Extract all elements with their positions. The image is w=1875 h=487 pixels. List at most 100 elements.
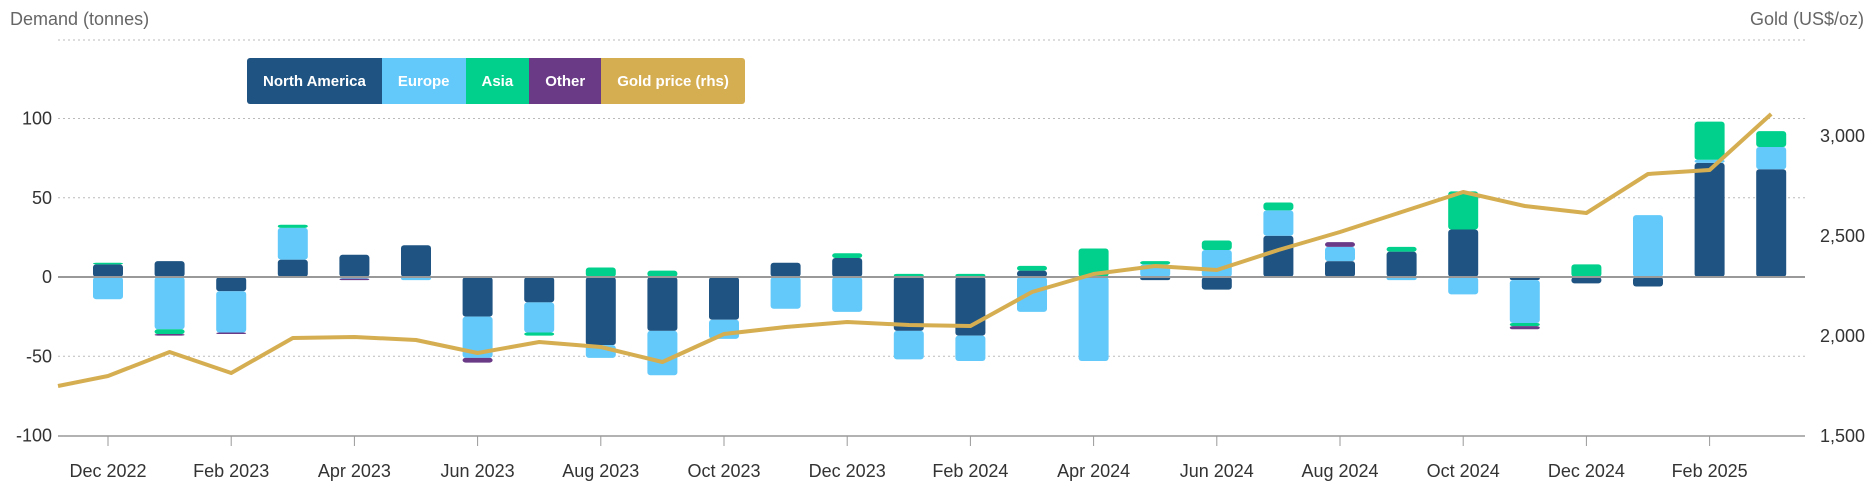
bar-segment-europe [1201, 250, 1232, 277]
y-left-tick-label: 50 [32, 188, 52, 208]
bar-segment-north-america [709, 277, 739, 320]
bar-segment-asia [585, 267, 616, 277]
bar-segment-north-america [893, 277, 924, 331]
bar-segment-asia [832, 253, 863, 258]
x-tick-label: Feb 2025 [1672, 461, 1748, 481]
legend-item-europe[interactable]: Europe [381, 58, 466, 104]
bar-segment-europe [647, 330, 678, 376]
bar-group [401, 245, 431, 281]
bar-segment-asia [1263, 202, 1294, 211]
bar-group [277, 224, 308, 277]
y-left-tick-label: -100 [16, 426, 52, 446]
line-layer [57, 112, 1773, 388]
bar-group [93, 262, 123, 300]
legend-item-other[interactable]: Other [529, 58, 602, 104]
bar-segment-europe [277, 227, 308, 260]
bar-group [1694, 121, 1725, 277]
bar-segment-asia [1017, 265, 1047, 271]
bar-segment-asia [1571, 264, 1602, 277]
bar-group [1448, 191, 1479, 295]
bar-segment-asia [1448, 191, 1479, 230]
bar-segment-asia [1386, 246, 1417, 252]
bar-segment-other [1509, 326, 1540, 330]
right-axis-title: Gold (US$/oz) [1750, 9, 1864, 29]
bar-group [216, 277, 247, 335]
bar-group [955, 273, 986, 362]
legend-item-north-america[interactable]: North America [247, 58, 382, 104]
bar-segment-north-america [1263, 235, 1294, 277]
y-left-tick-label: -50 [26, 346, 52, 366]
bar-group [154, 261, 185, 336]
legend-item-asia[interactable]: Asia [465, 58, 530, 104]
bar-group [893, 273, 924, 360]
bar-group [1325, 242, 1355, 277]
bar-segment-europe [1633, 215, 1663, 277]
bar-group [1386, 246, 1417, 281]
bar-layer [58, 121, 1805, 376]
x-tick-label: Jun 2024 [1180, 461, 1254, 481]
bar-segment-north-america [524, 277, 555, 303]
x-tick-label: Dec 2023 [809, 461, 886, 481]
bar-segment-asia [154, 329, 185, 335]
bar-segment-europe [832, 277, 863, 312]
y-right-tick-label: 2,500 [1820, 226, 1865, 246]
bar-segment-europe [154, 277, 185, 330]
bar-segment-asia [1509, 322, 1540, 327]
bar-segment-europe [1078, 277, 1109, 362]
grid-layer [58, 39, 1805, 357]
bar-segment-europe [93, 277, 123, 300]
bar-segment-europe [893, 330, 924, 360]
bar-segment-other [462, 357, 493, 363]
chart-legend: North America Europe Asia Other Gold price (… [247, 58, 745, 104]
bar-segment-other [216, 332, 247, 335]
bar-segment-north-america [585, 277, 616, 346]
bar-segment-north-america [770, 262, 801, 277]
bar-segment-europe [524, 302, 555, 333]
bar-segment-europe [216, 291, 247, 333]
bar-group [832, 253, 863, 312]
bar-segment-asia [1694, 121, 1725, 160]
bar-group [647, 270, 678, 376]
bar-group [1017, 265, 1047, 312]
bar-segment-other [154, 334, 185, 336]
bar-segment-asia [277, 224, 308, 228]
bar-segment-north-america [647, 277, 678, 331]
bar-segment-asia [93, 262, 123, 265]
x-tick-label: Feb 2024 [932, 461, 1008, 481]
bar-segment-other [339, 278, 370, 281]
bar-segment-north-america [216, 277, 247, 292]
bar-segment-asia [1201, 240, 1232, 251]
y-left-tick-label: 100 [22, 109, 52, 129]
bar-segment-other [1325, 242, 1355, 247]
bar-segment-asia [1140, 261, 1171, 265]
x-tick-label: Feb 2023 [193, 461, 269, 481]
bar-segment-europe [1263, 210, 1294, 236]
bar-segment-north-america [1325, 261, 1355, 277]
bar-segment-north-america [1201, 277, 1232, 290]
bar-segment-north-america [1633, 277, 1663, 287]
bar-segment-north-america [1448, 229, 1479, 277]
y-right-tick-label: 3,000 [1820, 126, 1865, 146]
bar-segment-europe [1509, 280, 1540, 323]
bar-segment-europe [770, 277, 801, 309]
y-right-tick-label: 2,000 [1820, 326, 1865, 346]
bar-group [1633, 215, 1663, 287]
x-tick-label: Jun 2023 [441, 461, 515, 481]
bar-segment-north-america [401, 245, 431, 277]
bar-segment-europe [1448, 277, 1479, 295]
bar-segment-europe [955, 335, 986, 362]
bar-segment-asia [647, 270, 678, 277]
y-left-tick-label: 0 [42, 267, 52, 287]
axis-layer: 100 50 0 -50 -100 3,000 2,500 2,000 1,500 Dec 202… [16, 109, 1865, 482]
bar-segment-north-america [277, 259, 308, 277]
bar-segment-north-america [154, 261, 185, 277]
legend-item-gold-price-rhs[interactable]: Gold price (rhs) [601, 58, 745, 104]
bar-segment-north-america [1386, 251, 1417, 277]
bar-group [462, 277, 493, 363]
bar-segment-north-america [1694, 162, 1725, 277]
bar-segment-north-america [1756, 169, 1787, 277]
x-tick-label: Apr 2024 [1057, 461, 1130, 481]
x-tick-label: Dec 2024 [1548, 461, 1625, 481]
bar-group [1263, 202, 1294, 277]
